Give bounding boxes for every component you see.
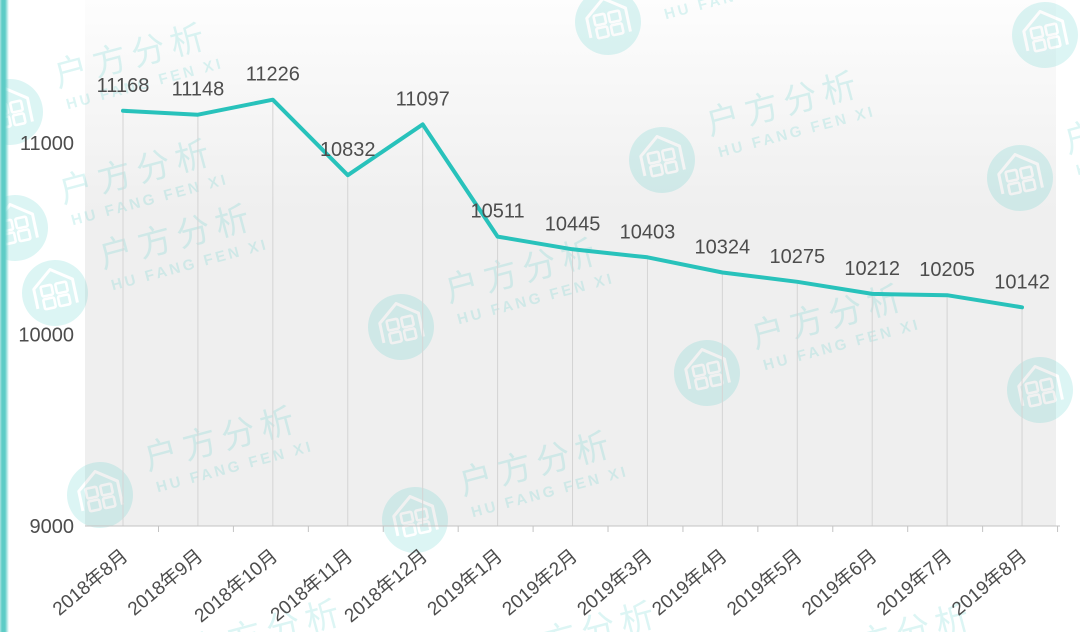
data-point-label: 10403 [620, 221, 676, 243]
house-logo-icon [1007, 357, 1073, 423]
x-axis-label: 2019年1月 [423, 545, 507, 620]
series-line-layer [121, 97, 1024, 310]
gridlines-layer [122, 101, 1023, 526]
x-axis-label: 2019年5月 [723, 545, 807, 620]
data-point-label: 10324 [695, 236, 751, 258]
x-axis [85, 525, 1060, 532]
x-axis-label: 2018年12月 [340, 545, 432, 627]
series-line [121, 97, 1024, 310]
x-axis-label: 2019年6月 [798, 545, 882, 620]
house-logo-icon [382, 487, 448, 553]
plot-background [85, 0, 1056, 526]
house-logo-icon [1012, 2, 1078, 68]
house-logo-icon [67, 462, 133, 528]
data-point-label: 10275 [769, 246, 825, 268]
watermark-text-cn: 户方分析 [1060, 83, 1080, 161]
house-logo-icon [575, 0, 641, 55]
x-axis-label: 2018年8月 [48, 545, 132, 620]
y-axis-label: 10000 [18, 325, 74, 347]
house-logo-icon [368, 294, 434, 360]
y-axis-label: 11000 [20, 133, 74, 155]
data-point-label: 11148 [172, 79, 225, 101]
x-axis-label: 2019年8月 [948, 545, 1032, 620]
data-point-label: 11226 [246, 64, 300, 86]
data-point-label: 10832 [320, 139, 376, 161]
data-point-label: 10445 [545, 213, 601, 235]
house-logo-icon [0, 195, 48, 261]
data-point-label: 11097 [396, 88, 450, 110]
house-logo-icon [674, 340, 740, 406]
house-logo-icon [22, 260, 88, 326]
data-point-label: 11168 [97, 75, 150, 97]
data-point-label: 10205 [919, 259, 975, 281]
y-axis-label: 9000 [30, 516, 75, 538]
data-point-label: 10142 [994, 271, 1050, 293]
house-logo-icon [987, 145, 1053, 211]
x-axis-label: 2019年4月 [648, 545, 732, 620]
data-point-label: 10511 [471, 201, 525, 223]
data-point-label: 10212 [844, 258, 900, 280]
x-axis-label: 2019年2月 [498, 545, 582, 620]
house-logo-icon [629, 127, 695, 193]
